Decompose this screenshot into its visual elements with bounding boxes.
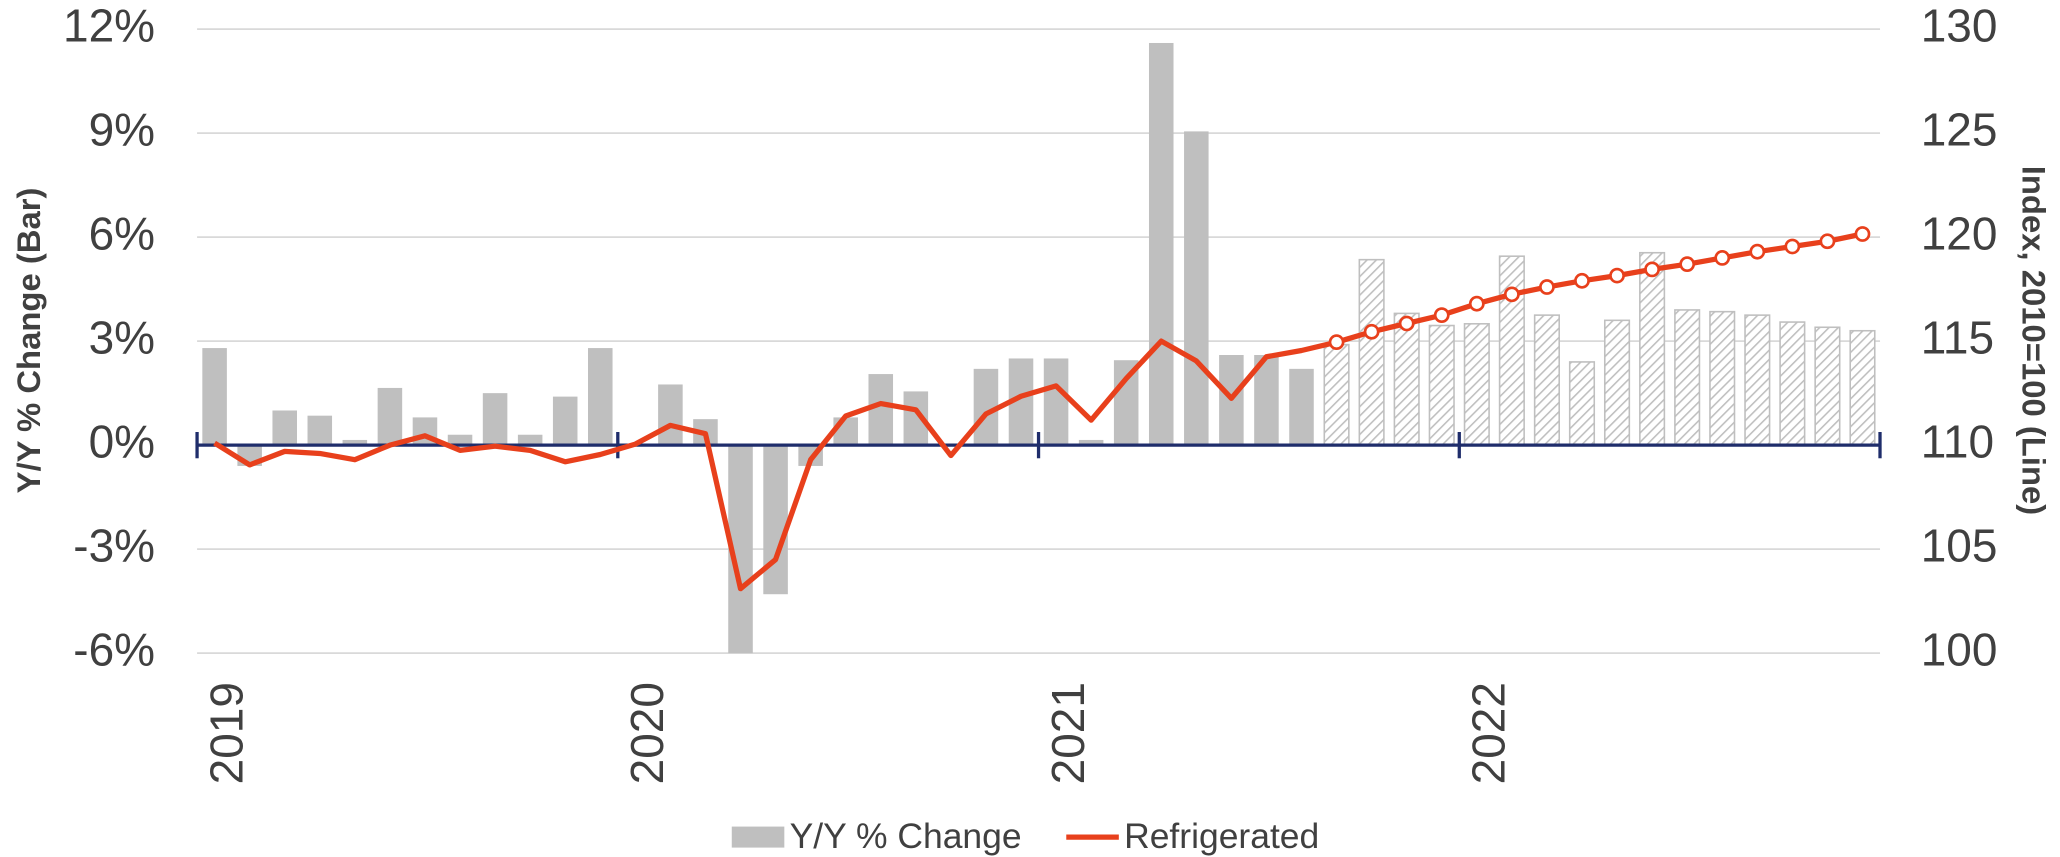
y-tick-label: 3% (89, 311, 155, 363)
bar (342, 439, 368, 446)
forecast-marker (1539, 279, 1555, 295)
legend: Y/Y % Change Refrigerated (731, 816, 1319, 856)
forecast-bar (1393, 312, 1420, 446)
forecast-bar (1533, 314, 1560, 446)
y2-tick-label: 110 (1921, 415, 1994, 467)
forecast-marker (1749, 243, 1766, 260)
forecast-bar (1428, 324, 1455, 446)
bar (272, 410, 297, 446)
y2-tick-label: 100 (1921, 623, 1998, 675)
y2-tick-label: 120 (1921, 207, 1998, 259)
forecast-bar (1568, 361, 1596, 446)
bar (1043, 358, 1069, 446)
forecast-marker (1609, 267, 1625, 284)
forecast-marker (1714, 250, 1731, 266)
bar (833, 417, 858, 446)
forecast-bar (1779, 321, 1806, 446)
forecast-bar (1323, 343, 1350, 446)
bar (588, 348, 613, 446)
x-tick-label: 2020 (621, 682, 673, 784)
forecast-marker (1644, 261, 1660, 278)
forecast-marker (1503, 286, 1520, 303)
bar (1148, 42, 1174, 446)
forecast-bar (1744, 314, 1771, 446)
forecast-marker (1398, 315, 1415, 332)
forecast-marker (1328, 334, 1345, 351)
bar (763, 445, 788, 595)
forecast-bar (1463, 323, 1490, 446)
forecast-bar (1814, 326, 1841, 446)
forecast-marker (1363, 323, 1380, 340)
bar (447, 434, 473, 446)
x-tick-label: 2021 (1042, 682, 1094, 784)
bar (482, 393, 508, 446)
forecast-marker (1854, 226, 1871, 242)
y-tick-label: 6% (89, 207, 155, 259)
y2-tick-label: 125 (1921, 103, 1998, 155)
bar (552, 396, 578, 446)
y2-axis-title: Index, 2010=100 (Line) (2015, 166, 2052, 515)
forecast-bar (1358, 258, 1385, 446)
x-tick-label: 2019 (201, 682, 253, 784)
y-tick-label: 12% (63, 0, 155, 51)
forecast-marker (1574, 272, 1590, 289)
y-tick-label: 0% (89, 415, 155, 467)
bar (1289, 368, 1314, 446)
y-tick-label: 9% (89, 103, 155, 155)
bar (377, 387, 403, 446)
y2-tick-label: 105 (1921, 519, 1998, 571)
legend-swatch (731, 826, 785, 848)
legend-label: Y/Y % Change (790, 816, 1022, 856)
forecast-bar (1709, 310, 1736, 446)
bar (1113, 360, 1139, 446)
y-tick-label: -6% (73, 623, 155, 675)
forecast-marker (1784, 238, 1801, 255)
bar (1078, 439, 1104, 446)
forecast-bar (1603, 319, 1631, 446)
forecast-bar (1674, 309, 1701, 446)
bar (202, 348, 227, 446)
x-tick-label: 2022 (1463, 682, 1515, 784)
y2-tick-label: 115 (1921, 311, 1994, 363)
bar (658, 384, 683, 446)
y-tick-label: -3% (73, 519, 155, 571)
y-axis-title: Y/Y % Change (Bar) (10, 188, 47, 494)
forecast-bar (1639, 251, 1666, 446)
bar (868, 374, 894, 446)
forecast-marker (1819, 233, 1836, 250)
bar (1184, 131, 1209, 446)
forecast-marker (1433, 307, 1450, 324)
forecast-marker (1679, 256, 1696, 273)
legend-label: Refrigerated (1124, 816, 1319, 856)
forecast-bar (1849, 329, 1876, 446)
bar (517, 434, 543, 446)
forecast-marker (1468, 295, 1485, 312)
y2-tick-label: 130 (1921, 0, 1998, 51)
bar (307, 415, 333, 446)
forecast-bar (1498, 255, 1525, 446)
